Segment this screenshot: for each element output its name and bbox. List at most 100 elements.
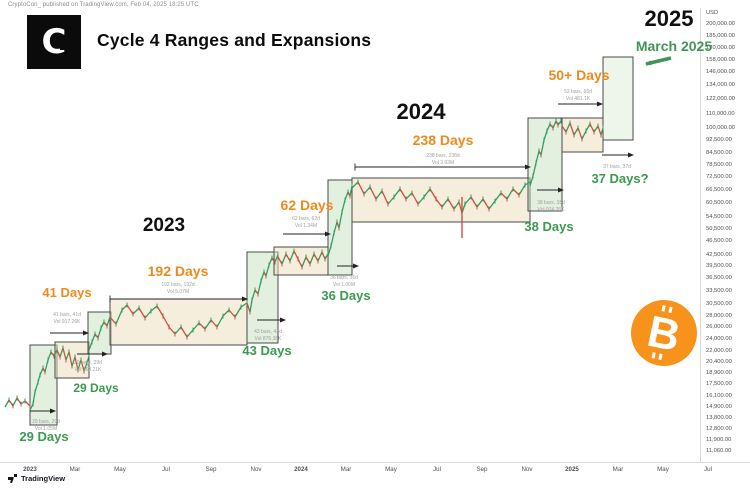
time-axis-label-3: Jul: [162, 466, 170, 473]
time-axis-label-7: Mar: [341, 466, 352, 473]
price-axis-label-5: 134,000.00: [706, 82, 735, 88]
price-axis-label-32: 13,800.00: [706, 415, 732, 421]
price-axis-label-4: 146,000.00: [706, 69, 735, 75]
price-axis-label-20: 36,500.00: [706, 275, 732, 281]
range-1-note-bars: 41 bars, 41d: [53, 312, 81, 318]
price-axis-label-26: 22,000.00: [706, 348, 732, 354]
expansion-3-candles: [246, 252, 279, 315]
year-label-2023: 2023: [143, 215, 185, 236]
time-axis-label-8: May: [385, 466, 398, 473]
price-axis-label-34: 11,900.00: [706, 437, 731, 443]
range-4-note-volume: Vol 3.93M: [432, 160, 454, 166]
price-axis-label-0: 200,000.00: [706, 21, 735, 27]
time-axis-label-14: May: [657, 466, 670, 473]
tradingview-label: TradingView: [21, 474, 66, 483]
range-1-note-label: 41 Days: [42, 285, 91, 300]
price-axis-label-6: 122,000.00: [706, 96, 735, 102]
range-1-note-volume: Vol 917.26K: [54, 319, 82, 325]
price-axis-label-2: 170,000.00: [706, 45, 735, 51]
range-4-note-label: 238 Days: [413, 132, 474, 148]
range-4-note-bars: 238 bars, 238d: [426, 153, 460, 159]
price-axis-label-22: 30,500.00: [706, 301, 732, 307]
expansion-4-note-bars: 36 bars, 36d: [330, 275, 358, 281]
price-axis-label-8: 100,000.00: [706, 125, 735, 131]
price-axis-label-10: 84,500.00: [706, 150, 732, 156]
expansion-5-note-label: 38 Days: [524, 219, 573, 234]
year-label-2024: 2024: [397, 99, 447, 124]
expansion-1-box: [29, 344, 58, 426]
time-axis-label-9: Jul: [433, 466, 441, 473]
price-axis-label-15: 54,500.00: [706, 214, 732, 220]
time-axis-label-1: Mar: [70, 466, 81, 473]
price-axis-label-31: 14,900.00: [706, 404, 732, 410]
lead-in-2023-candles: [4, 395, 31, 409]
expansion-4-box: [327, 179, 353, 276]
expansion-5-note-bars: 38 bars, 38d: [537, 200, 565, 206]
expansion-5-candles: [529, 118, 562, 187]
expansion-3-note-label: 43 Days: [242, 343, 291, 358]
expansion-2-note-bars: 29 bars, 29d: [74, 360, 102, 366]
price-axis-label-30: 16,100.00: [706, 393, 732, 399]
tradingview-attribution: TradingView: [8, 474, 65, 483]
range-1-box: [54, 341, 90, 379]
price-axis-label-18: 42,500.00: [706, 252, 732, 258]
expansion-1-note-label: 29 Days: [19, 429, 68, 444]
time-axis-label-2: May: [114, 466, 127, 473]
bitcoin-icon: B: [631, 300, 697, 366]
logo-notch: [60, 46, 69, 50]
range-2-box: [109, 298, 248, 346]
time-axis-label-6: 2024: [294, 466, 308, 473]
expansion-6-projection-box: [602, 56, 634, 141]
price-axis-label-17: 46,500.00: [706, 238, 732, 244]
expansion-5-note-volume: Vol 974.76K: [538, 207, 566, 213]
price-axis-label-12: 72,500.00: [706, 174, 732, 180]
cryptocon-logo: C: [27, 15, 81, 69]
march-2025-label: March 2025: [636, 38, 712, 54]
expansion-3-note-bars: 43 bars, 43d: [254, 329, 282, 335]
range-3-note-bars: 62 bars, 62d: [292, 216, 320, 222]
expansion-1-candles: [29, 347, 58, 411]
published-attribution: CryptoCon_ published on TradingView.com,…: [8, 2, 199, 8]
expansion-4-note-label: 36 Days: [321, 288, 370, 303]
expansion-5-box: [527, 117, 563, 212]
expansion-4-candles: [327, 183, 353, 257]
price-axis-label-25: 24,000.00: [706, 336, 732, 342]
price-axis-label-27: 20,400.00: [706, 359, 732, 365]
range-4-box: [351, 177, 531, 223]
range-3-candles: [277, 248, 329, 270]
range-5-note-bars: 52 bars, 66d: [564, 89, 592, 95]
range-2-note-label: 192 Days: [148, 263, 209, 279]
logo-letter: C: [41, 22, 67, 62]
range-5-candles: [561, 120, 604, 142]
time-axis-label-5: Nov: [250, 466, 262, 473]
time-axis-label-10: Sep: [476, 466, 488, 473]
time-axis-label-12: 2025: [565, 466, 579, 473]
range-3-box: [273, 246, 329, 276]
price-axis-unit: USD: [706, 10, 718, 16]
price-axis-label-23: 28,000.00: [706, 313, 732, 319]
price-axis-label-24: 26,000.00: [706, 324, 732, 330]
price-axis-label-9: 92,500.00: [706, 137, 732, 143]
price-axis-label-19: 39,500.00: [706, 263, 732, 269]
expansion-2-candles: [88, 314, 111, 351]
time-axis-label-11: Nov: [521, 466, 533, 473]
range-4-candles: [351, 179, 531, 216]
range-2-note-bars: 192 bars, 192d: [161, 282, 195, 288]
price-axis-label-29: 17,500.00: [706, 381, 732, 387]
range-5-box: [561, 117, 604, 153]
time-axis-label-13: Mar: [613, 466, 624, 473]
range-5-note-label: 50+ Days: [548, 67, 609, 83]
expansion-1-note-volume: Vol 1.05M: [35, 426, 57, 432]
price-axis-label-3: 158,000.00: [706, 57, 735, 63]
chart-title: Cycle 4 Ranges and Expansions: [97, 30, 372, 50]
price-axis-label-11: 78,500.00: [706, 162, 732, 168]
range-5-note-volume: Vol 481.1K: [566, 96, 591, 102]
price-axis-label-21: 33,500.00: [706, 288, 732, 294]
range-3-note-label: 62 Days: [281, 197, 334, 213]
price-axis-label-13: 66,500.00: [706, 187, 732, 193]
price-axis-label-35: 11,060.00: [706, 448, 731, 454]
range-3-note-volume: Vol 1.34M: [295, 223, 317, 229]
expansion-6-note-label: 37 Days?: [591, 171, 648, 186]
